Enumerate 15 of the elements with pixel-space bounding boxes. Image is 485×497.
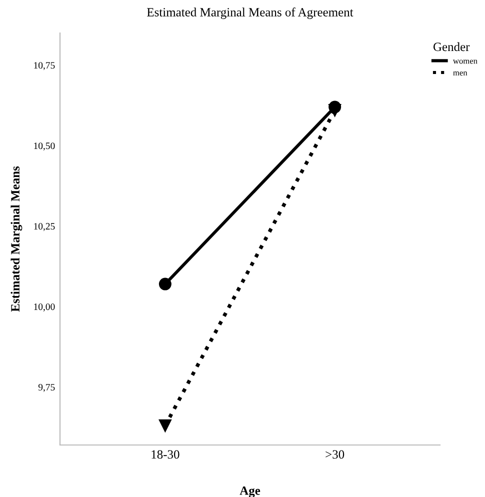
x-tick-label: >30 xyxy=(326,450,344,459)
y-tick-label: 10,75 xyxy=(34,62,55,70)
y-tick-label: 10,25 xyxy=(34,223,55,231)
legend-title: Gender xyxy=(433,42,470,52)
x-tick-label: 18-30 xyxy=(152,450,180,459)
y-tick-label: 10,00 xyxy=(34,304,55,312)
point xyxy=(158,419,172,432)
point xyxy=(158,278,172,290)
chart-title: Estimated Marginal Means of Agreement xyxy=(147,8,354,20)
point xyxy=(328,100,342,114)
y-axis-title: Estimated Marginal Means xyxy=(10,166,22,312)
legend-label: women xyxy=(452,60,478,64)
y-tick-label: 10,50 xyxy=(34,142,55,151)
y-tick-label: 9,75 xyxy=(38,384,55,392)
legend-label: men xyxy=(453,71,468,76)
